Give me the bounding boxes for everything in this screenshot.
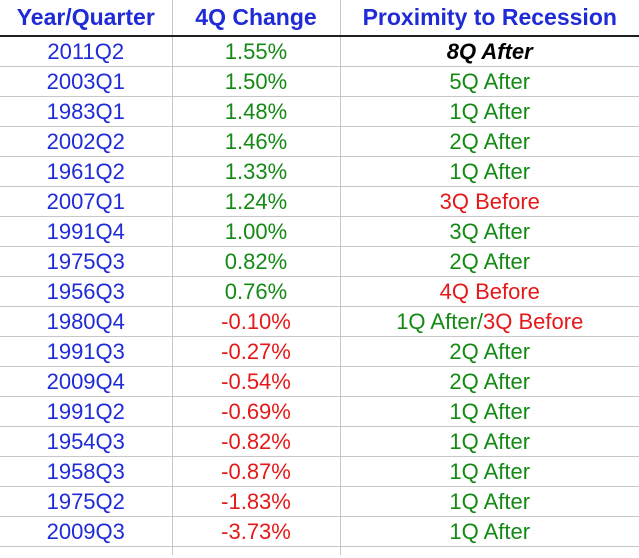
table-row: 2002Q2 1.46% 2Q After (0, 126, 639, 157)
table-row: 1958Q3 -0.87% 1Q After (0, 456, 639, 487)
cell-year-quarter[interactable]: 1991Q3 (0, 336, 172, 367)
cell-year-quarter[interactable]: 2011Q2 (0, 36, 172, 67)
table-row: 1991Q2 -0.69% 1Q After (0, 396, 639, 427)
empty-cell[interactable] (339, 546, 639, 555)
cell-proximity[interactable]: 2Q After (339, 366, 639, 397)
cell-4q-change[interactable]: 1.55% (171, 36, 340, 67)
proximity-segment: 1Q After (449, 519, 531, 544)
cell-year-quarter[interactable]: 1983Q1 (0, 96, 172, 127)
cell-year-quarter[interactable]: 1980Q4 (0, 306, 172, 337)
proximity-segment: 5Q After (449, 69, 531, 94)
proximity-segment: 3Q After (449, 219, 531, 244)
proximity-segment: 1Q After (449, 99, 531, 124)
cell-4q-change[interactable]: 1.50% (171, 66, 340, 97)
cell-year-quarter[interactable]: 2003Q1 (0, 66, 172, 97)
cell-year-quarter[interactable]: 1956Q3 (0, 276, 172, 307)
cell-proximity[interactable]: 1Q After (339, 96, 639, 127)
cell-proximity[interactable]: 8Q After (339, 36, 639, 67)
header-row: Year/Quarter 4Q Change Proximity to Rece… (0, 0, 639, 37)
empty-cell[interactable] (0, 547, 172, 556)
proximity-segment: / (476, 309, 484, 334)
cell-proximity[interactable]: 1Q After (339, 486, 639, 517)
table-row: 1980Q4 -0.10% 1Q After/3Q Before (0, 306, 639, 337)
table-row: 2007Q1 1.24% 3Q Before (0, 186, 639, 217)
proximity-segment: 3Q Before (439, 189, 540, 214)
cell-4q-change[interactable]: -0.69% (171, 396, 340, 427)
cell-year-quarter[interactable]: 1975Q3 (0, 246, 172, 277)
cell-proximity[interactable]: 2Q After (339, 246, 639, 277)
cell-year-quarter[interactable]: 1991Q2 (0, 396, 172, 427)
cell-year-quarter[interactable]: 1991Q4 (0, 216, 172, 247)
proximity-segment: 1Q After (449, 429, 531, 454)
cell-4q-change[interactable]: -0.27% (171, 336, 340, 367)
cell-proximity[interactable]: 1Q After (339, 516, 639, 547)
proximity-segment: 3Q Before (483, 309, 584, 334)
cell-4q-change[interactable]: 1.00% (171, 216, 340, 247)
cell-4q-change[interactable]: 0.82% (171, 246, 340, 277)
header-proximity[interactable]: Proximity to Recession (339, 0, 639, 37)
proximity-segment: 1Q After (449, 159, 531, 184)
proximity-segment: 1Q After (449, 459, 531, 484)
proximity-segment: 1Q After (396, 309, 477, 334)
table-row: 1961Q2 1.33% 1Q After (0, 156, 639, 187)
cell-proximity[interactable]: 1Q After (339, 456, 639, 487)
table-row: 1991Q4 1.00% 3Q After (0, 216, 639, 247)
cell-4q-change[interactable]: -0.87% (171, 456, 340, 487)
cell-year-quarter[interactable]: 2002Q2 (0, 126, 172, 157)
proximity-segment: 2Q After (449, 249, 531, 274)
cell-4q-change[interactable]: 1.48% (171, 96, 340, 127)
cell-proximity[interactable]: 1Q After (339, 426, 639, 457)
cell-proximity[interactable]: 1Q After (339, 396, 639, 427)
cell-proximity[interactable]: 3Q Before (339, 186, 639, 217)
empty-row (0, 546, 639, 556)
cell-4q-change[interactable]: 1.46% (171, 126, 340, 157)
proximity-segment: 4Q Before (439, 279, 540, 304)
cell-year-quarter[interactable]: 1954Q3 (0, 426, 172, 457)
table-row: 2009Q3 -3.73% 1Q After (0, 516, 639, 547)
cell-proximity[interactable]: 2Q After (339, 336, 639, 367)
cell-year-quarter[interactable]: 2009Q4 (0, 366, 172, 397)
cell-4q-change[interactable]: 1.33% (171, 156, 340, 187)
empty-cell[interactable] (171, 546, 340, 555)
cell-proximity[interactable]: 4Q Before (339, 276, 639, 307)
cell-4q-change[interactable]: 0.76% (171, 276, 340, 307)
table-row: 1975Q3 0.82% 2Q After (0, 246, 639, 277)
table-row: 2011Q2 1.55% 8Q After (0, 36, 639, 67)
table-row: 1991Q3 -0.27% 2Q After (0, 336, 639, 367)
table-row: 1956Q3 0.76% 4Q Before (0, 276, 639, 307)
table-row: 1954Q3 -0.82% 1Q After (0, 426, 639, 457)
header-4q-change[interactable]: 4Q Change (171, 0, 340, 37)
cell-proximity[interactable]: 5Q After (339, 66, 639, 97)
proximity-segment: 1Q After (449, 489, 531, 514)
cell-proximity[interactable]: 3Q After (339, 216, 639, 247)
cell-year-quarter[interactable]: 1975Q2 (0, 486, 172, 517)
cell-year-quarter[interactable]: 2009Q3 (0, 516, 172, 547)
table-row: 1983Q1 1.48% 1Q After (0, 96, 639, 127)
table-row: 2009Q4 -0.54% 2Q After (0, 366, 639, 397)
cell-year-quarter[interactable]: 1958Q3 (0, 456, 172, 487)
proximity-segment: 2Q After (449, 129, 531, 154)
proximity-segment: 2Q After (449, 339, 531, 364)
header-year-quarter[interactable]: Year/Quarter (0, 0, 172, 37)
proximity-segment: 1Q After (449, 399, 531, 424)
cell-4q-change[interactable]: 1.24% (171, 186, 340, 217)
cell-proximity[interactable]: 2Q After (339, 126, 639, 157)
proximity-segment: 8Q After (446, 39, 533, 64)
cell-proximity[interactable]: 1Q After/3Q Before (339, 306, 639, 337)
cell-proximity[interactable]: 1Q After (339, 156, 639, 187)
cell-4q-change[interactable]: -0.54% (171, 366, 340, 397)
cell-year-quarter[interactable]: 2007Q1 (0, 186, 172, 217)
cell-4q-change[interactable]: -0.82% (171, 426, 340, 457)
cell-year-quarter[interactable]: 1961Q2 (0, 156, 172, 187)
cell-4q-change[interactable]: -0.10% (171, 306, 340, 337)
cell-4q-change[interactable]: -1.83% (171, 486, 340, 517)
cell-4q-change[interactable]: -3.73% (171, 516, 340, 547)
table-row: 2003Q1 1.50% 5Q After (0, 66, 639, 97)
table-row: 1975Q2 -1.83% 1Q After (0, 486, 639, 517)
proximity-segment: 2Q After (449, 369, 531, 394)
